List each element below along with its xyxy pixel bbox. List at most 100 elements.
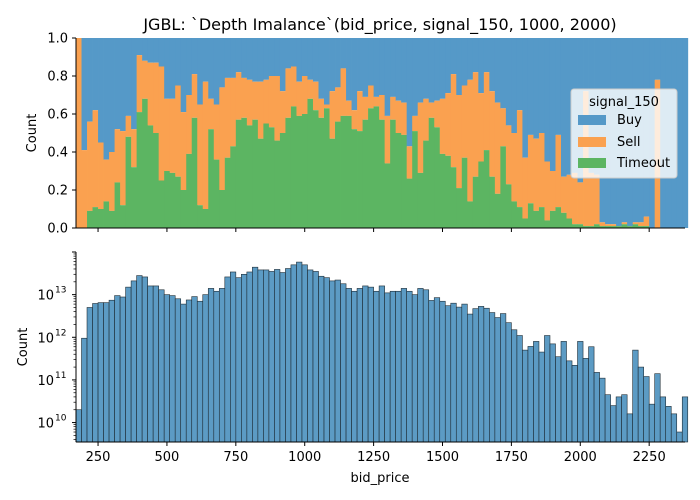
bar-timeout — [434, 127, 441, 228]
bar-buy — [412, 38, 419, 116]
bar-timeout — [235, 119, 242, 228]
bar-timeout — [307, 98, 314, 228]
histogram-bar — [494, 317, 501, 443]
bar-timeout — [406, 178, 413, 228]
histogram-bar — [544, 335, 551, 443]
bar-buy — [153, 38, 160, 63]
histogram-bar — [114, 295, 121, 443]
bar-buy — [340, 38, 347, 69]
bar-sell — [312, 81, 319, 111]
histogram-bar — [119, 296, 126, 443]
bar-timeout — [555, 207, 562, 228]
bar-timeout — [351, 129, 358, 228]
bar-sell — [274, 76, 281, 141]
bar-timeout — [594, 224, 600, 228]
bar-buy — [384, 38, 391, 116]
bar-timeout — [175, 176, 182, 228]
histogram-bar — [681, 396, 689, 443]
bar-sell — [290, 66, 297, 107]
bar-sell — [136, 55, 143, 113]
bar-buy — [357, 38, 363, 92]
bar-timeout — [301, 114, 308, 228]
bar-buy — [533, 38, 540, 139]
bar-sell — [219, 87, 226, 190]
bar-sell — [423, 98, 430, 141]
bar-buy — [390, 38, 397, 97]
bar-sell — [572, 172, 578, 225]
histogram-bar — [163, 294, 170, 443]
bar-timeout — [599, 226, 606, 228]
bar-sell — [191, 74, 198, 118]
histogram-bar — [373, 290, 380, 443]
histogram-bar — [130, 280, 137, 443]
bottom-x-tick-label: 1000 — [288, 450, 321, 465]
bar-sell — [472, 72, 479, 177]
histogram-bar — [86, 307, 93, 443]
bar-buy — [395, 38, 402, 101]
top-y-axis-label: Count — [25, 114, 40, 153]
legend-label-sell: Sell — [617, 135, 640, 150]
bar-buy — [434, 38, 441, 101]
bar-timeout — [643, 226, 650, 228]
bar-timeout — [610, 226, 617, 228]
bar-timeout — [87, 210, 93, 228]
bar-sell — [489, 91, 496, 177]
bar-buy — [318, 38, 325, 99]
bar-timeout — [230, 146, 237, 228]
bar-timeout — [401, 134, 408, 228]
bar-buy — [241, 38, 248, 78]
histogram-bar — [489, 312, 496, 443]
bar-buy — [423, 38, 430, 99]
bar-sell — [307, 79, 314, 99]
bar-sell — [549, 171, 556, 211]
bar-sell — [241, 77, 248, 118]
bar-sell — [505, 125, 512, 185]
legend-label-buy: Buy — [617, 113, 642, 128]
bar-buy — [158, 38, 165, 67]
bar-timeout — [461, 157, 468, 228]
bar-timeout — [202, 209, 209, 228]
bar-timeout — [290, 106, 297, 228]
histogram-bar — [588, 346, 595, 443]
histogram-bar — [207, 288, 215, 443]
bar-buy — [549, 38, 556, 171]
histogram-bar — [455, 306, 463, 443]
bar-timeout — [246, 125, 253, 228]
bar-timeout — [368, 108, 375, 228]
bar-buy — [445, 38, 452, 94]
histogram-bar — [356, 288, 363, 443]
bar-timeout — [627, 226, 634, 228]
bar-sell — [346, 100, 352, 116]
legend-title: signal_150 — [589, 95, 659, 110]
bar-timeout — [186, 153, 193, 228]
bar-timeout — [605, 226, 611, 228]
histogram-bar — [411, 294, 419, 443]
bar-sell — [340, 68, 347, 116]
bar-timeout — [158, 180, 165, 228]
histogram-bar — [522, 349, 529, 443]
histogram-bar — [505, 322, 512, 443]
bar-buy — [428, 38, 435, 103]
bar-buy — [296, 38, 303, 82]
bar-buy — [373, 38, 380, 97]
bar-timeout — [533, 210, 540, 228]
bar-sell — [296, 81, 303, 116]
bar-buy — [401, 38, 408, 103]
bar-timeout — [450, 167, 457, 228]
top-x-ticks — [97, 228, 650, 232]
histogram-bar — [676, 431, 683, 443]
bar-buy — [324, 38, 330, 105]
bar-buy — [136, 38, 143, 56]
bar-buy — [461, 38, 468, 86]
bottom-x-ticks: 250 500 750 1000 1250 1500 1750 2000 2250 — [86, 442, 666, 465]
bar-buy — [494, 38, 501, 103]
bar-sell — [285, 68, 292, 118]
bar-buy — [467, 38, 474, 80]
bar-buy — [92, 38, 99, 111]
bar-timeout — [362, 119, 369, 228]
bar-buy — [224, 38, 231, 78]
histogram-bar — [235, 277, 242, 443]
bar-timeout — [428, 117, 435, 228]
bar-buy — [191, 38, 198, 75]
